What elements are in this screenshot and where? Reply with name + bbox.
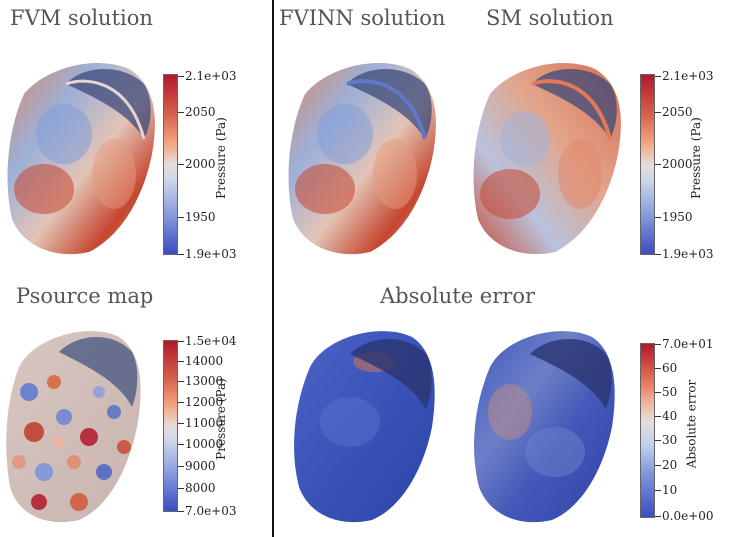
tick-label: 14000 bbox=[177, 354, 224, 368]
tick-label: 9000 bbox=[178, 459, 216, 473]
psource-title: Psource map bbox=[16, 284, 154, 308]
tick-label: 1.5e+04 bbox=[178, 334, 237, 348]
colorbar-axis-label: Pressure (Pa) bbox=[688, 117, 703, 199]
tick-label: 7.0e+03 bbox=[178, 504, 237, 518]
tick-label: 2050 bbox=[655, 105, 693, 119]
tick-label: 13000 bbox=[177, 374, 224, 388]
tick-label: 7.0e+01 bbox=[655, 337, 714, 351]
pressure-colorbar-left bbox=[163, 74, 178, 255]
tick-label: 60 bbox=[654, 361, 678, 375]
sm-title: SM solution bbox=[486, 6, 614, 30]
pressure-colorbar-right bbox=[640, 74, 655, 255]
error-colorbar bbox=[640, 343, 655, 518]
sm-heart-mesh bbox=[473, 63, 621, 255]
tick-label: 2.1e+03 bbox=[178, 69, 237, 83]
tick-label: 12000 bbox=[177, 395, 224, 409]
psource-heart-mesh bbox=[6, 331, 141, 523]
tick-label: 1950 bbox=[655, 210, 693, 224]
fvinn-title: FVINN solution bbox=[279, 6, 446, 30]
fvinn-error-heart-mesh bbox=[294, 331, 435, 523]
tick-label: 8000 bbox=[178, 481, 216, 495]
tick-label: 0.0e+00 bbox=[655, 509, 714, 523]
colorbar-axis-label: Pressure (Pa) bbox=[213, 117, 228, 199]
tick-label: 10 bbox=[654, 483, 678, 497]
fvinn-heart-mesh bbox=[288, 63, 436, 255]
absolute-error-title: Absolute error bbox=[380, 284, 535, 308]
tick-label: 50 bbox=[654, 385, 678, 399]
tick-label: 2000 bbox=[655, 157, 693, 171]
tick-label: 1.9e+03 bbox=[178, 247, 237, 261]
tick-label: 40 bbox=[654, 409, 678, 423]
tick-label: 2050 bbox=[178, 105, 216, 119]
tick-label: 10000 bbox=[177, 437, 224, 451]
tick-label: 1.9e+03 bbox=[655, 247, 714, 261]
fvm-heart-mesh bbox=[7, 63, 155, 255]
psource-colorbar bbox=[163, 340, 178, 512]
panel-divider bbox=[272, 0, 274, 537]
tick-label: 1950 bbox=[178, 210, 216, 224]
colorbar-axis-label: Pressure (Pa) bbox=[213, 378, 228, 460]
sm-error-heart-mesh bbox=[474, 331, 615, 523]
tick-label: 20 bbox=[654, 458, 678, 472]
fvm-title: FVM solution bbox=[10, 6, 153, 30]
tick-label: 30 bbox=[654, 433, 678, 447]
tick-label: 2000 bbox=[178, 157, 216, 171]
colorbar-axis-label: Absolute error bbox=[683, 379, 698, 469]
tick-label: 2.1e+03 bbox=[655, 69, 714, 83]
tick-label: 11000 bbox=[177, 416, 224, 430]
